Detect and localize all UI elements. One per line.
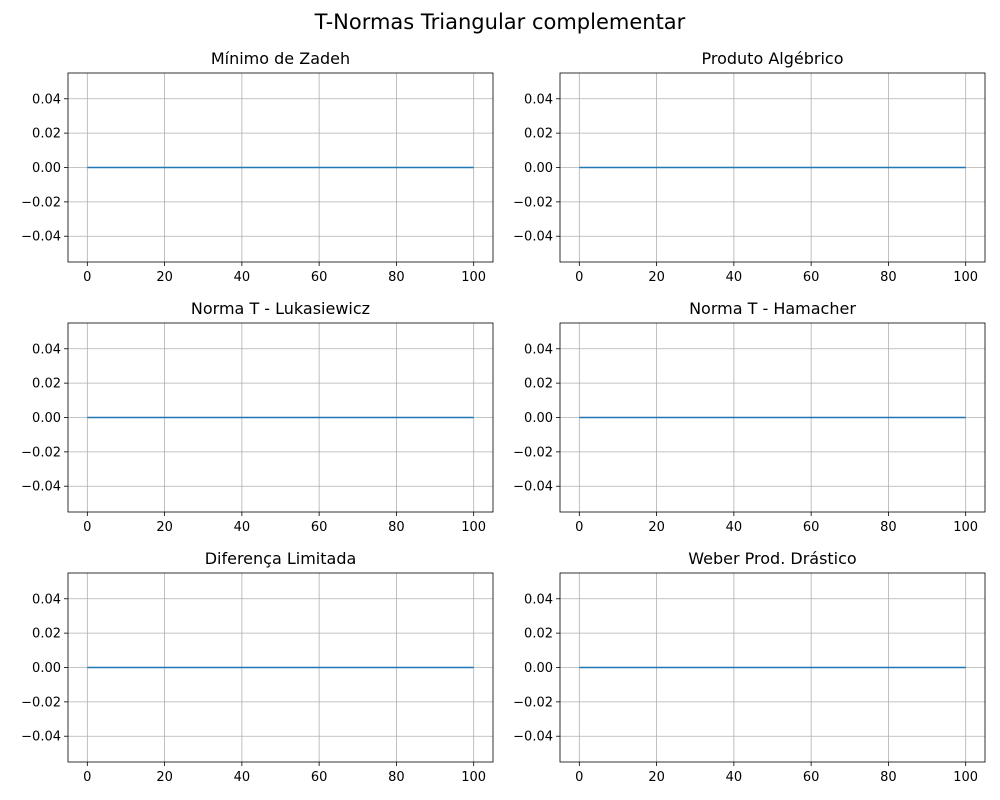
subplot-title: Mínimo de Zadeh	[211, 49, 350, 68]
x-tick-label: 100	[953, 270, 978, 285]
y-tick-label: 0.02	[524, 127, 553, 142]
y-tick-label: −0.04	[21, 230, 61, 245]
x-tick-label: 40	[234, 270, 251, 285]
y-tick-label: 0.00	[524, 161, 553, 176]
x-tick-label: 100	[953, 520, 978, 535]
y-tick-label: 0.04	[524, 592, 553, 607]
x-tick-label: 40	[726, 520, 743, 535]
x-tick-label: 20	[648, 770, 665, 785]
x-tick-label: 100	[461, 270, 486, 285]
x-tick-label: 20	[156, 520, 173, 535]
y-tick-label: 0.00	[32, 661, 61, 676]
y-tick-label: −0.02	[513, 695, 553, 710]
y-tick-label: 0.02	[524, 627, 553, 642]
x-tick-label: 100	[461, 770, 486, 785]
x-tick-label: 40	[234, 770, 251, 785]
x-tick-label: 80	[880, 270, 897, 285]
x-tick-label: 60	[803, 270, 820, 285]
x-tick-label: 100	[461, 520, 486, 535]
subplot-6: 0 20 40 60 80 100 −0.04 −0.02 0.00 0.02 0.04 Weber …	[513, 549, 986, 785]
x-tick-label: 80	[388, 270, 405, 285]
subplot-title: Diferença Limitada	[205, 549, 357, 568]
x-tick-label: 100	[953, 770, 978, 785]
x-tick-label: 20	[648, 270, 665, 285]
subplot-title: Norma T - Hamacher	[689, 299, 856, 318]
y-tick-label: −0.02	[513, 195, 553, 210]
x-tick-label: 80	[388, 770, 405, 785]
y-tick-label: 0.00	[524, 411, 553, 426]
x-tick-label: 60	[803, 520, 820, 535]
y-tick-label: 0.04	[32, 342, 61, 357]
y-tick-label: −0.04	[513, 730, 553, 745]
y-tick-label: 0.04	[524, 92, 553, 107]
y-tick-label: 0.04	[524, 342, 553, 357]
y-tick-label: −0.04	[513, 230, 553, 245]
y-tick-label: −0.02	[21, 445, 61, 460]
y-tick-label: 0.04	[32, 92, 61, 107]
x-tick-label: 40	[726, 770, 743, 785]
subplot-title: Weber Prod. Drástico	[688, 549, 856, 568]
x-tick-label: 0	[83, 520, 91, 535]
y-tick-label: −0.02	[513, 445, 553, 460]
y-tick-label: −0.04	[21, 730, 61, 745]
y-tick-label: 0.02	[524, 377, 553, 392]
subplot-3: 0 20 40 60 80 100 −0.04 −0.02 0.00 0.02 0.04 Norma …	[21, 299, 494, 535]
y-tick-label: −0.04	[21, 480, 61, 495]
subplot-5: 0 20 40 60 80 100 −0.04 −0.02 0.00 0.02 0.04 Difere…	[21, 549, 494, 785]
y-tick-label: −0.04	[513, 480, 553, 495]
subplot-title: Norma T - Lukasiewicz	[191, 299, 370, 318]
y-tick-label: 0.00	[32, 161, 61, 176]
x-tick-label: 0	[575, 520, 583, 535]
x-tick-label: 60	[311, 520, 328, 535]
subplot-1: 0 20 40 60 80 100 −0.04 −0.02 0.00 0.02 0.04 Mínimo…	[21, 49, 494, 285]
x-tick-label: 20	[648, 520, 665, 535]
subplot-2: 0 20 40 60 80 100 −0.04 −0.02 0.00 0.02 0.04 Produt…	[513, 49, 986, 285]
x-tick-label: 80	[388, 520, 405, 535]
x-tick-label: 40	[726, 270, 743, 285]
x-tick-label: 0	[575, 770, 583, 785]
x-tick-label: 0	[83, 270, 91, 285]
y-tick-label: 0.02	[32, 127, 61, 142]
y-tick-label: 0.02	[32, 377, 61, 392]
y-tick-label: 0.04	[32, 592, 61, 607]
x-tick-label: 60	[311, 270, 328, 285]
x-tick-label: 40	[234, 520, 251, 535]
figure-title: T-Normas Triangular complementar	[314, 10, 686, 34]
x-tick-label: 0	[83, 770, 91, 785]
x-tick-label: 20	[156, 770, 173, 785]
subplot-4: 0 20 40 60 80 100 −0.04 −0.02 0.00 0.02 0.04 Norma …	[513, 299, 986, 535]
y-tick-label: −0.02	[21, 195, 61, 210]
y-tick-label: −0.02	[21, 695, 61, 710]
subplot-title: Produto Algébrico	[702, 49, 844, 68]
x-tick-label: 80	[880, 520, 897, 535]
y-tick-label: 0.00	[524, 661, 553, 676]
x-tick-label: 20	[156, 270, 173, 285]
y-tick-label: 0.00	[32, 411, 61, 426]
y-tick-label: 0.02	[32, 627, 61, 642]
x-tick-label: 80	[880, 770, 897, 785]
x-tick-label: 60	[803, 770, 820, 785]
x-tick-label: 0	[575, 270, 583, 285]
x-tick-label: 60	[311, 770, 328, 785]
